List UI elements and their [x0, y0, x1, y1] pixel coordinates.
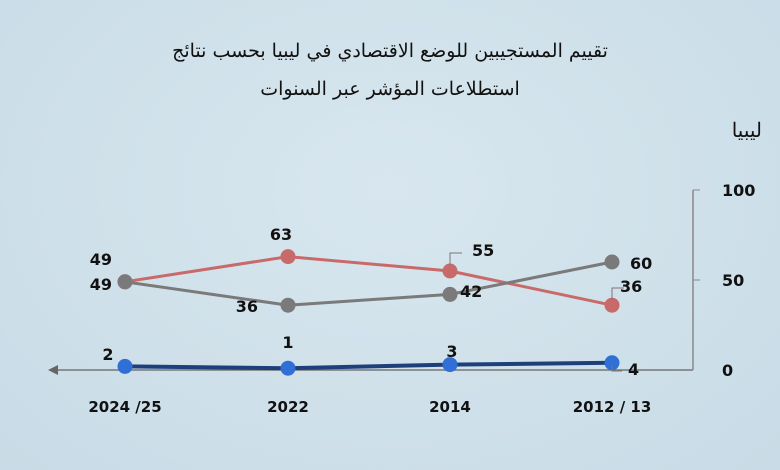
x-tick-label: 2012 / 13 [573, 398, 652, 416]
data-label-red: 49 [90, 250, 112, 269]
chart-title-line1: تقييم المستجيبين للوضع الاقتصادي في ليبي… [172, 40, 608, 62]
data-point-gray [442, 286, 458, 302]
data-point-gray [280, 297, 296, 313]
data-label-blue: 3 [446, 342, 457, 361]
series-line-blue [124, 360, 613, 371]
data-point-blue [604, 355, 620, 371]
chart-subtitle: ليبيا [731, 118, 762, 142]
data-point-red [604, 297, 620, 313]
chart-title-line2: استطلاعات المؤشر عبر السنوات [260, 78, 520, 100]
data-label-gray: 42 [460, 282, 482, 301]
data-label-gray: 36 [236, 297, 258, 316]
data-point-red [280, 249, 296, 265]
leader-line [611, 365, 622, 372]
data-label-red: 36 [620, 277, 642, 296]
series-line-red [124, 255, 613, 307]
data-point-blue [117, 358, 133, 374]
series-line-gray [124, 260, 613, 307]
leader-line [449, 252, 462, 265]
data-point-gray [604, 254, 620, 270]
y-tick-label: 100 [722, 181, 755, 200]
data-point-red [442, 263, 458, 279]
y-tick-label: 0 [722, 361, 733, 380]
leader-line [611, 287, 624, 300]
data-point-gray [117, 274, 133, 290]
data-label-blue: 1 [282, 333, 293, 352]
data-label-gray: 60 [630, 254, 652, 273]
data-label-red: 63 [270, 225, 292, 244]
data-point-blue [280, 360, 296, 376]
x-tick-label: 2024 /25 [88, 398, 161, 416]
data-label-blue: 2 [102, 345, 113, 364]
y-tick-label: 50 [722, 271, 744, 290]
data-label-blue: 4 [628, 360, 639, 379]
data-label-red: 55 [472, 241, 494, 260]
x-axis-arrow-icon [48, 365, 58, 375]
data-point-blue [442, 357, 458, 373]
x-tick-label: 2022 [267, 398, 309, 416]
x-tick-label: 2014 [429, 398, 471, 416]
data-label-gray: 49 [90, 275, 112, 294]
